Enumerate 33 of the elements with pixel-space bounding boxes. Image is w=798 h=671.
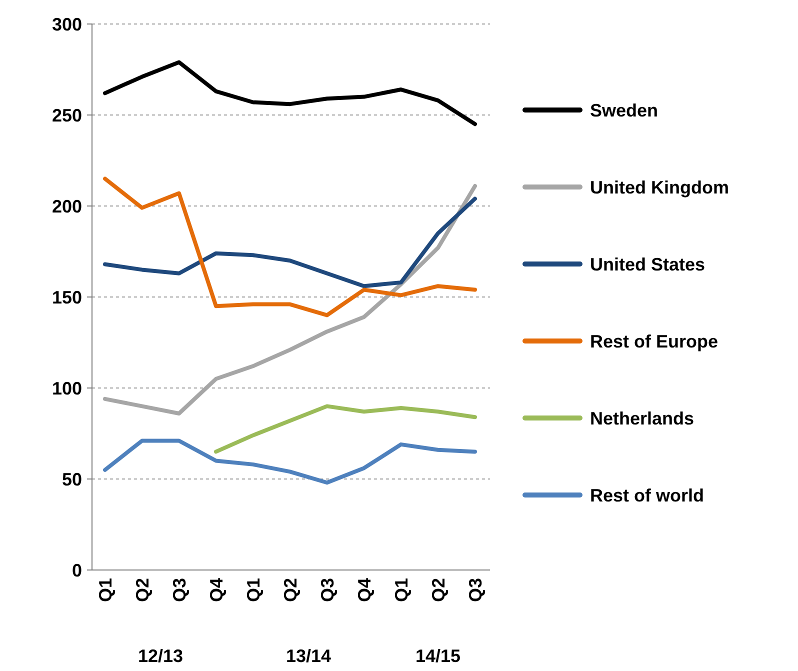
line-series [214,404,477,454]
line-series [103,196,477,288]
legend-label: United Kingdom [590,177,729,198]
x-tick-label: Q3 [169,578,190,602]
text: 14/15 [415,646,461,666]
legend-label: United States [590,254,706,274]
y-tick-label: 300 [52,14,82,34]
x-tick-label: Q4 [354,578,374,602]
legend-label: Rest of Europe [590,331,718,352]
legend-label: Netherlands [590,408,694,428]
x-tick-label: Q2 [428,578,448,602]
x-tick-label: Q1 [391,578,412,602]
line-series [103,438,477,485]
legend-label: Rest of world [590,485,704,506]
text: 13/14 [286,646,332,666]
x-tick-label: Q3 [465,578,486,602]
text: 12/13 [138,646,184,666]
y-tick-label: 0 [72,560,82,580]
y-tick-label: 250 [52,105,82,126]
x-tick-label: Q1 [243,578,264,602]
y-tick-label: 50 [62,469,82,490]
x-tick-label: Q1 [95,578,116,602]
y-tick-label: 150 [52,287,82,308]
line-series [103,60,477,126]
x-tick-label: Q4 [206,578,226,602]
line-series [103,184,477,416]
x-tick-label: Q2 [280,578,300,602]
y-tick-label: 200 [52,196,82,216]
y-tick-label: 100 [52,378,82,398]
line-series [103,176,477,318]
x-tick-label: Q2 [132,578,152,602]
x-tick-label: Q3 [317,578,338,602]
legend-label: Sweden [590,100,658,120]
